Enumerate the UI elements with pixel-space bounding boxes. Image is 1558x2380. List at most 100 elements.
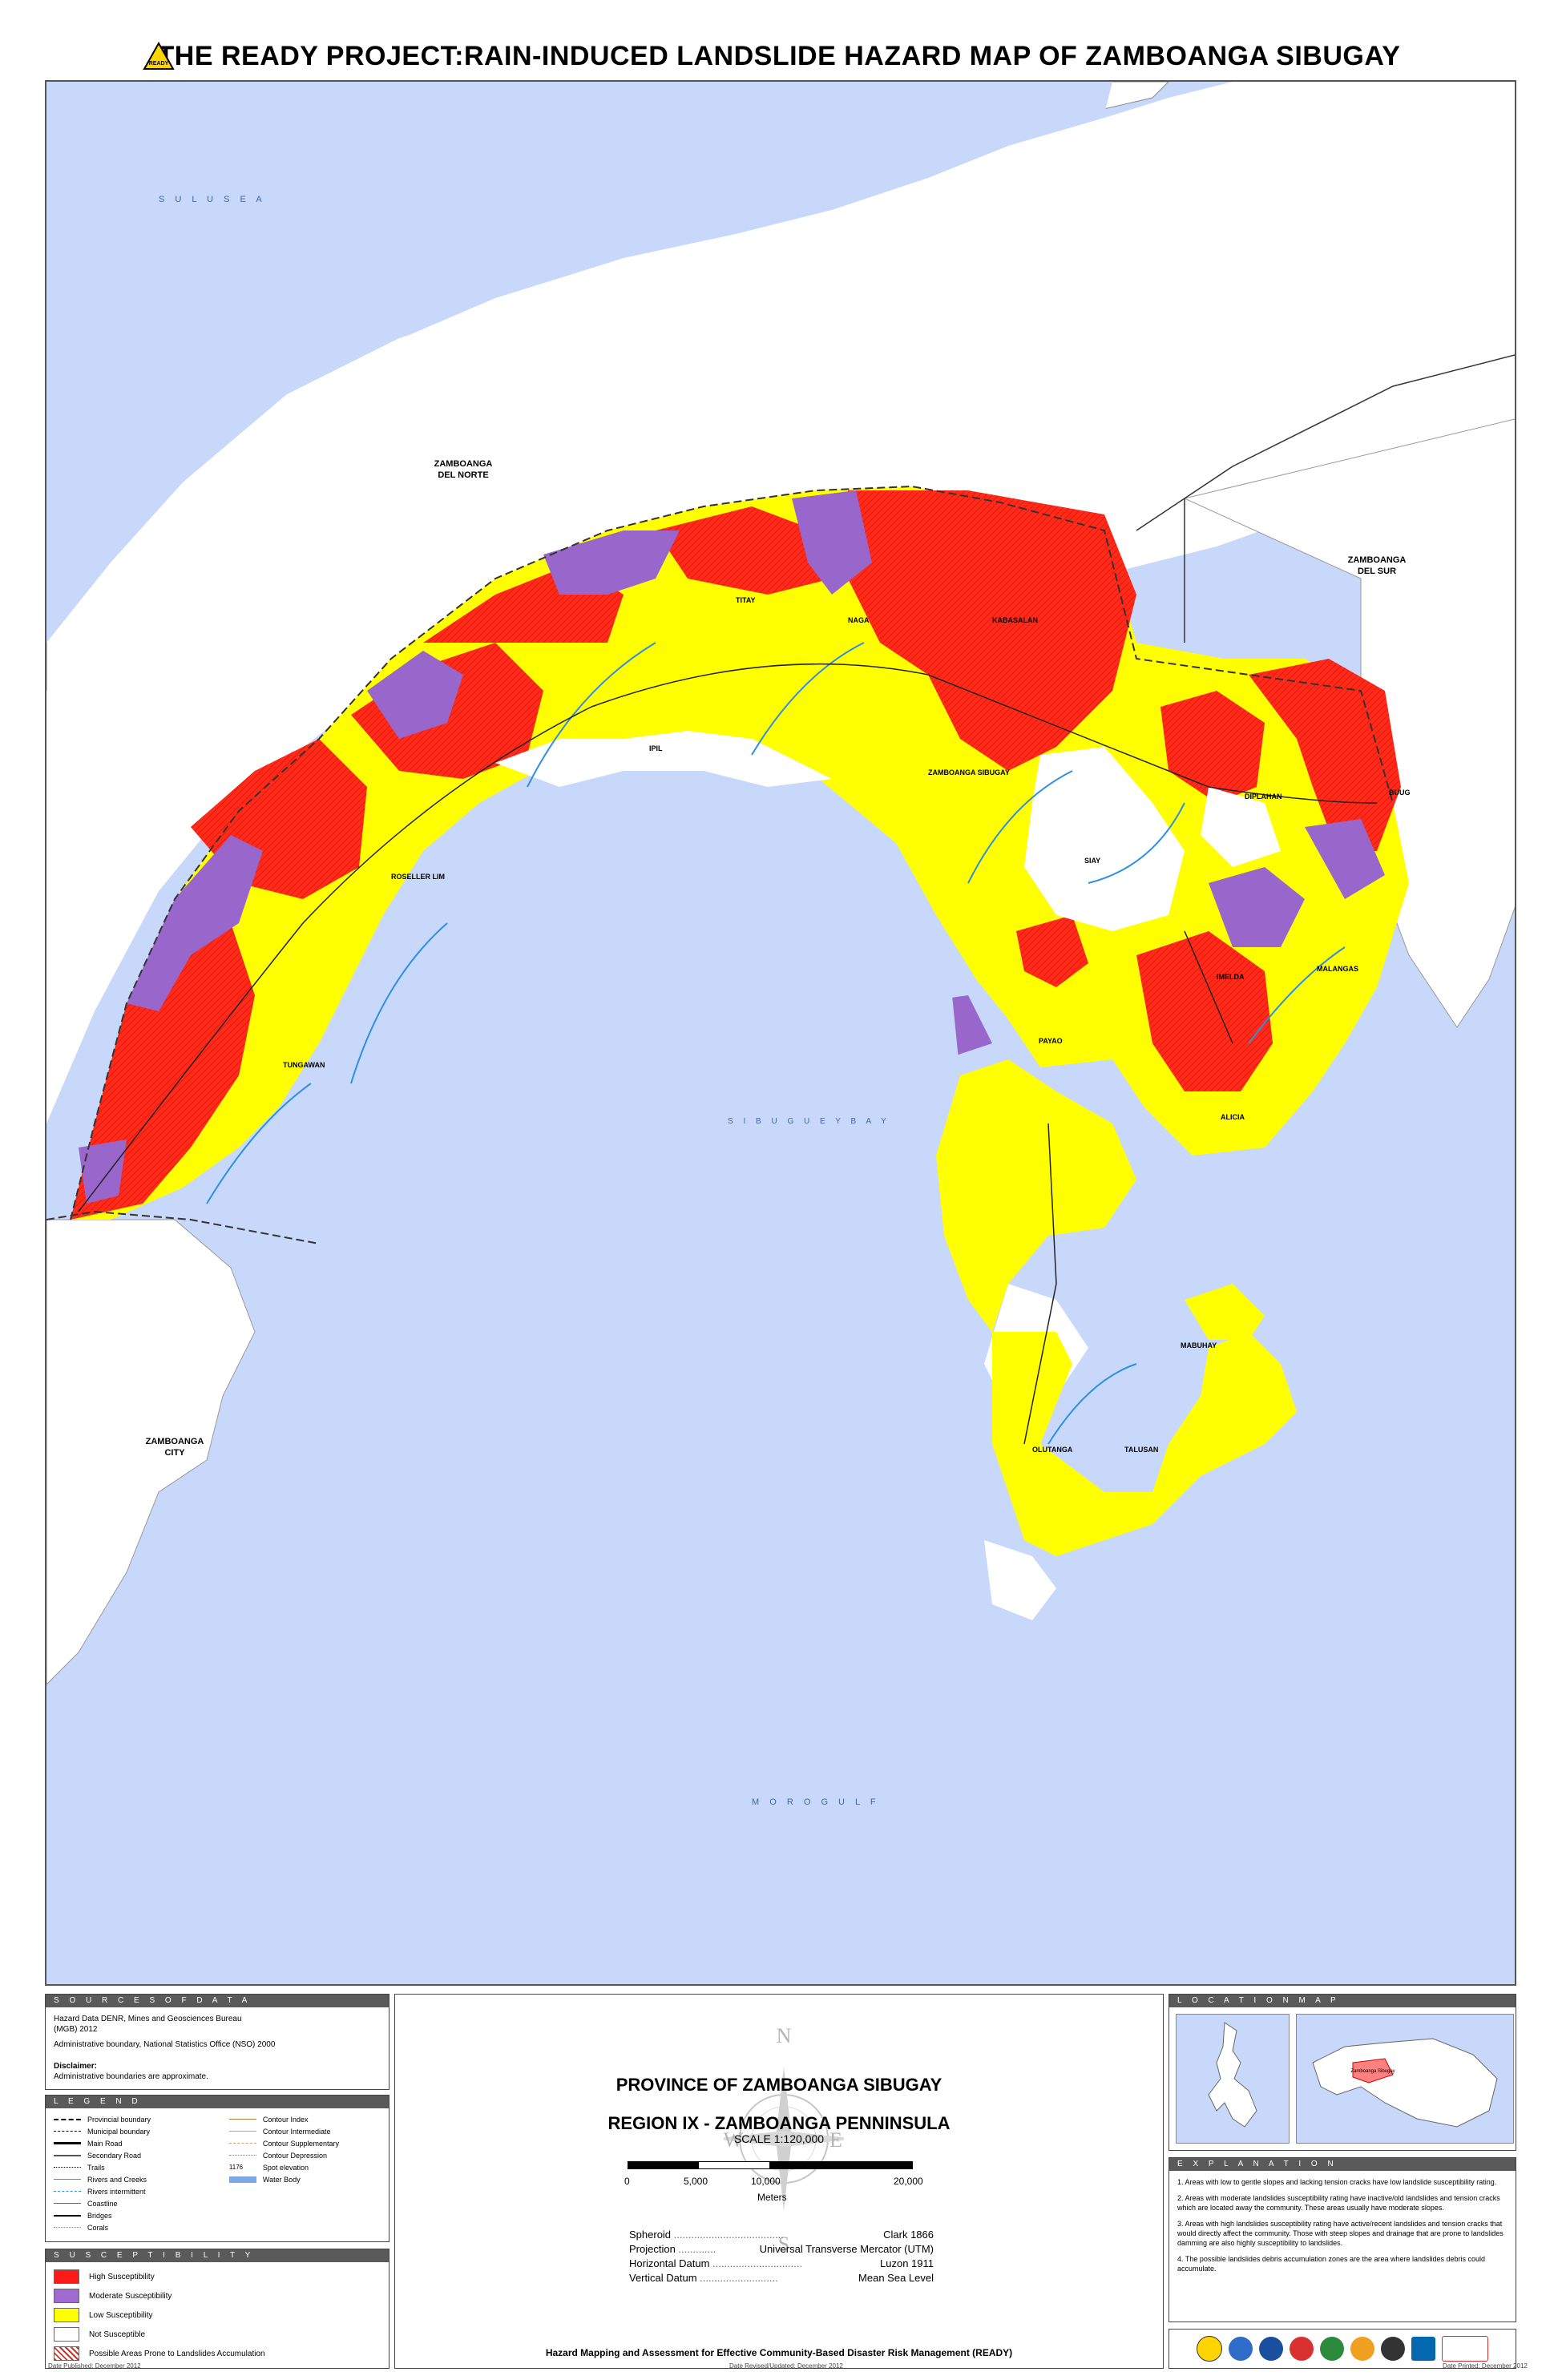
- town-diplahan[interactable]: DIPLAHAN: [1245, 793, 1282, 801]
- legend-contour-depression: Contour Depression: [229, 2149, 381, 2161]
- sus-accumulation: Possible Areas Prone to Landslides Accum…: [54, 2344, 381, 2363]
- undp-logo-icon: [1411, 2337, 1435, 2361]
- location-map-header: L O C A T I O N M A P: [1169, 1995, 1516, 2007]
- legend-secondary-road: Secondary Road: [54, 2149, 229, 2161]
- water-label-moro: M O R O G U L F: [752, 1797, 880, 1807]
- town-alicia[interactable]: ALICIA: [1221, 1113, 1245, 1121]
- town-tungawan[interactable]: TUNGAWAN: [283, 1061, 325, 1069]
- legend-water-body: Water Body: [229, 2173, 381, 2185]
- explanation-2: 2. Areas with moderate landslides suscep…: [1177, 2193, 1508, 2213]
- town-siay[interactable]: SIAY: [1084, 857, 1100, 865]
- datum-projection: Projection ............. Universal Trans…: [629, 2243, 934, 2255]
- legend-contour-intermediate: Contour Intermediate: [229, 2125, 381, 2137]
- sources-header: S O U R C E S O F D A T A: [46, 1995, 389, 2007]
- legend-coastline: Coastline: [54, 2197, 229, 2209]
- town-malangas[interactable]: MALANGAS: [1317, 965, 1358, 973]
- town-kabasalan[interactable]: KABASALAN: [992, 616, 1038, 624]
- explanation-4: 4. The possible landslides debris accumu…: [1177, 2254, 1508, 2273]
- svg-text:READY: READY: [149, 61, 169, 67]
- sources-panel: S O U R C E S O F D A T A Hazard Data DE…: [45, 1994, 390, 2090]
- region-label-city-1: ZAMBOANGA: [146, 1437, 204, 1446]
- datum-horizontal: Horizontal Datum .......................…: [629, 2257, 934, 2269]
- sources-line3: Administrative boundary, National Statis…: [54, 2039, 381, 2050]
- legend-panel: L E G E N D Provincial boundary Municipa…: [45, 2095, 390, 2242]
- town-roseller-lim[interactable]: ROSELLER LIM: [391, 873, 445, 881]
- ocd-logo-icon: [1259, 2337, 1283, 2361]
- phivolcs-logo-icon: [1229, 2337, 1253, 2361]
- mgb-logo-icon: [1290, 2337, 1314, 2361]
- hazard-map[interactable]: S U L U S E A S I B U G U E Y B A Y M O …: [45, 80, 1516, 1986]
- date-revised: Date Revised/Updated: December 2012: [729, 2362, 843, 2370]
- pagasa-logo-icon: [1350, 2337, 1374, 2361]
- ready-logo-small-icon: [1197, 2336, 1222, 2362]
- explanation-3: 3. Areas with high landslides susceptibi…: [1177, 2219, 1508, 2248]
- philippines-inset: [1176, 2014, 1290, 2144]
- philippines-outline-icon: [1177, 2015, 1289, 2143]
- datum-vertical: Vertical Datum .........................…: [629, 2272, 934, 2284]
- legend-provincial: Provincial boundary: [54, 2113, 229, 2125]
- legend-bridges: Bridges: [54, 2209, 229, 2221]
- disclaimer-text: Administrative boundaries are approximat…: [54, 2071, 381, 2082]
- mindanao-inset: Zamboanga Sibugay: [1296, 2014, 1514, 2144]
- location-map-panel: L O C A T I O N M A P Zamboanga Sibugay: [1168, 1994, 1516, 2151]
- region-label-del-sur-1: ZAMBOANGA: [1348, 555, 1407, 565]
- legend-trails: Trails: [54, 2161, 229, 2173]
- town-buug[interactable]: BUUG: [1389, 789, 1411, 797]
- legend-contour-supplementary: Contour Supplementary: [229, 2137, 381, 2149]
- legend-rivers: Rivers and Creeks: [54, 2173, 229, 2185]
- date-printed: Date Printed: December 2012: [1443, 2362, 1528, 2370]
- region-label-del-norte-1: ZAMBOANGA: [434, 459, 493, 469]
- mindanao-outline-icon: Zamboanga Sibugay: [1297, 2015, 1513, 2143]
- town-mabuhay[interactable]: MABUHAY: [1181, 1341, 1217, 1349]
- inset-label: Zamboanga Sibugay: [1350, 2069, 1395, 2074]
- disclaimer-title: Disclaimer:: [54, 2061, 381, 2071]
- compass-n: N: [777, 2024, 792, 2047]
- town-titay[interactable]: TITAY: [736, 596, 756, 604]
- legend-rivers-intermittent: Rivers intermittent: [54, 2185, 229, 2197]
- ausaid-logo-icon: [1442, 2336, 1488, 2362]
- legend-header: L E G E N D: [46, 2096, 389, 2108]
- sus-moderate: Moderate Susceptibility: [54, 2286, 381, 2305]
- town-naga[interactable]: NAGA: [848, 616, 870, 624]
- legend-contour-index: Contour Index: [229, 2113, 381, 2125]
- susceptibility-header: S U S C E P T I B I L I T Y: [46, 2249, 389, 2262]
- scale-tick-3: 20,000: [894, 2176, 923, 2187]
- project-name: Hazard Mapping and Assessment for Effect…: [395, 2347, 1163, 2358]
- region-title: REGION IX - ZAMBOANGA PENNINSULA: [395, 2113, 1163, 2134]
- scale-tick-1: 5,000: [684, 2176, 708, 2187]
- region-label-city-2: CITY: [164, 1448, 185, 1458]
- region-label-del-sur-2: DEL SUR: [1358, 567, 1396, 576]
- susceptibility-panel: S U S C E P T I B I L I T Y High Suscept…: [45, 2249, 390, 2369]
- map-canvas[interactable]: S U L U S E A S I B U G U E Y B A Y M O …: [46, 82, 1516, 1986]
- town-zamboanga-sibugay[interactable]: ZAMBOANGA SIBUGAY: [928, 768, 1010, 777]
- region-label-del-norte-2: DEL NORTE: [438, 470, 488, 480]
- explanation-1: 1. Areas with low to gentle slopes and l…: [1177, 2177, 1508, 2187]
- explanation-panel: E X P L A N A T I O N 1. Areas with low …: [1168, 2157, 1516, 2322]
- sources-line2: (MGB) 2012: [54, 2024, 381, 2035]
- town-ipil[interactable]: IPIL: [649, 744, 663, 752]
- map-title: THE READY PROJECT:RAIN-INDUCED LANDSLIDE…: [158, 41, 1401, 72]
- legend-spot-elevation: 1176 Spot elevation: [229, 2161, 381, 2173]
- water-label-sulu: S U L U S E A: [159, 195, 266, 204]
- town-olutanga[interactable]: OLUTANGA: [1032, 1446, 1073, 1454]
- legend-main-road: Main Road: [54, 2137, 229, 2149]
- sources-line1: Hazard Data DENR, Mines and Geosciences …: [54, 2014, 381, 2024]
- date-published: Date Published: December 2012: [48, 2362, 141, 2370]
- legend-corals: Corals: [54, 2221, 229, 2233]
- zamboanga-city-land: [46, 1220, 255, 1684]
- title-bar: READY THE READY PROJECT:RAIN-INDUCED LAN…: [0, 0, 1558, 80]
- namria-logo-icon: [1320, 2337, 1344, 2361]
- town-imelda[interactable]: IMELDA: [1217, 973, 1245, 981]
- town-payao[interactable]: PAYAO: [1039, 1037, 1063, 1045]
- sus-high: High Susceptibility: [54, 2267, 381, 2286]
- scale-tick-2: 10,000: [751, 2176, 781, 2187]
- scale-bar: [628, 2161, 913, 2169]
- title-block-panel: N E S W PROVINCE OF ZAMBOANGA SIBUGAY RE…: [394, 1994, 1164, 2369]
- sus-low: Low Susceptibility: [54, 2305, 381, 2325]
- province-title: PROVINCE OF ZAMBOANGA SIBUGAY: [395, 2075, 1163, 2096]
- datum-spheroid: Spheroid ...............................…: [629, 2229, 934, 2241]
- legend-municipal: Municipal boundary: [54, 2125, 229, 2137]
- town-talusan[interactable]: TALUSAN: [1124, 1446, 1158, 1454]
- water-label-sibuguey: S I B U G U E Y B A Y: [728, 1117, 890, 1126]
- nbd-logo-icon: [1381, 2337, 1405, 2361]
